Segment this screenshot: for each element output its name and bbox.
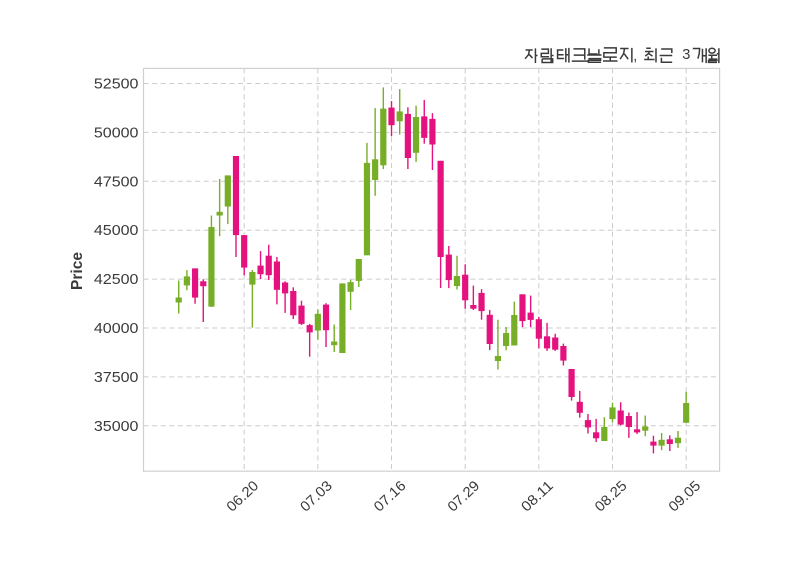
svg-text:Price: Price xyxy=(69,252,86,290)
svg-text:,: , xyxy=(633,48,637,64)
svg-text:35000: 35000 xyxy=(94,419,139,435)
svg-text:40000: 40000 xyxy=(94,321,139,337)
svg-text:50000: 50000 xyxy=(94,125,139,141)
svg-text:3: 3 xyxy=(682,47,690,63)
svg-text:37500: 37500 xyxy=(94,370,139,386)
svg-text:47500: 47500 xyxy=(94,174,139,190)
svg-text:52500: 52500 xyxy=(94,77,139,93)
svg-text:42500: 42500 xyxy=(94,272,139,288)
svg-text:45000: 45000 xyxy=(94,223,139,239)
